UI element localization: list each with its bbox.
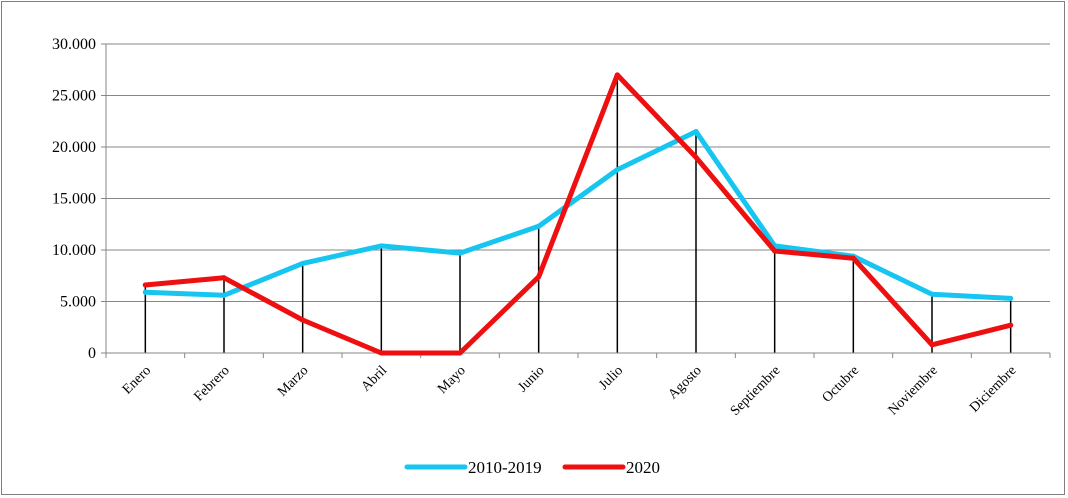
x-tick-label: Mayo [435, 363, 469, 397]
y-tick-label: 10.000 [52, 242, 96, 259]
x-tick-label: Agosto [666, 363, 705, 402]
data-point [142, 289, 148, 295]
data-point [850, 255, 856, 261]
x-tick-label: Abril [359, 363, 391, 395]
data-point [929, 291, 935, 297]
x-tick-label: Octubre [820, 363, 862, 405]
data-point [536, 274, 542, 280]
y-tick-label: 30.000 [52, 36, 96, 53]
data-point [1008, 322, 1014, 328]
y-tick-label: 5.000 [60, 294, 96, 311]
data-point [221, 275, 227, 281]
series-2020 [142, 72, 1014, 356]
data-point [378, 243, 384, 249]
data-point [693, 154, 699, 160]
axes [101, 43, 1051, 358]
data-point [614, 167, 620, 173]
legend: 2010-2019 2020 [404, 458, 660, 477]
data-point [378, 350, 384, 356]
drop-lines [144, 74, 1012, 353]
y-tick-label: 20.000 [52, 139, 96, 156]
y-tick-label: 0 [88, 345, 96, 362]
data-point [693, 129, 699, 135]
x-tick-labels: Enero Febrero Marzo Abril Mayo Junio Julio Agos… [120, 363, 1020, 419]
data-point [300, 260, 306, 266]
data-point [300, 317, 306, 323]
x-tick-label: Julio [596, 363, 626, 393]
data-point [614, 72, 620, 78]
data-point [142, 282, 148, 288]
x-tick-label: Marzo [275, 363, 311, 399]
data-point [221, 292, 227, 298]
x-tick-label: Diciembre [967, 363, 1019, 415]
legend-label: 2020 [626, 458, 660, 477]
x-tick-label: Noviembre [886, 363, 941, 418]
data-point [772, 248, 778, 254]
x-tick-label: Junio [515, 363, 547, 395]
legend-label: 2010-2019 [468, 458, 542, 477]
series-line [142, 72, 1014, 356]
y-tick-labels: 0 5.000 10.000 15.000 20.000 25.000 30.000 [52, 36, 96, 362]
data-point [929, 342, 935, 348]
x-tick-label: Enero [120, 363, 154, 397]
legend-item: 2010-2019 [404, 458, 542, 477]
data-point [457, 250, 463, 256]
series-line [142, 129, 1014, 301]
series-lines [142, 72, 1014, 356]
y-tick-label: 25.000 [52, 88, 96, 105]
legend-item: 2020 [562, 458, 660, 477]
data-point [1008, 295, 1014, 301]
x-tick-label: Febrero [191, 363, 232, 404]
data-point [457, 350, 463, 356]
y-tick-label: 15.000 [52, 191, 96, 208]
series-2010-2019 [142, 129, 1014, 301]
x-tick-label: Septiembre [728, 363, 784, 419]
data-point [536, 223, 542, 229]
